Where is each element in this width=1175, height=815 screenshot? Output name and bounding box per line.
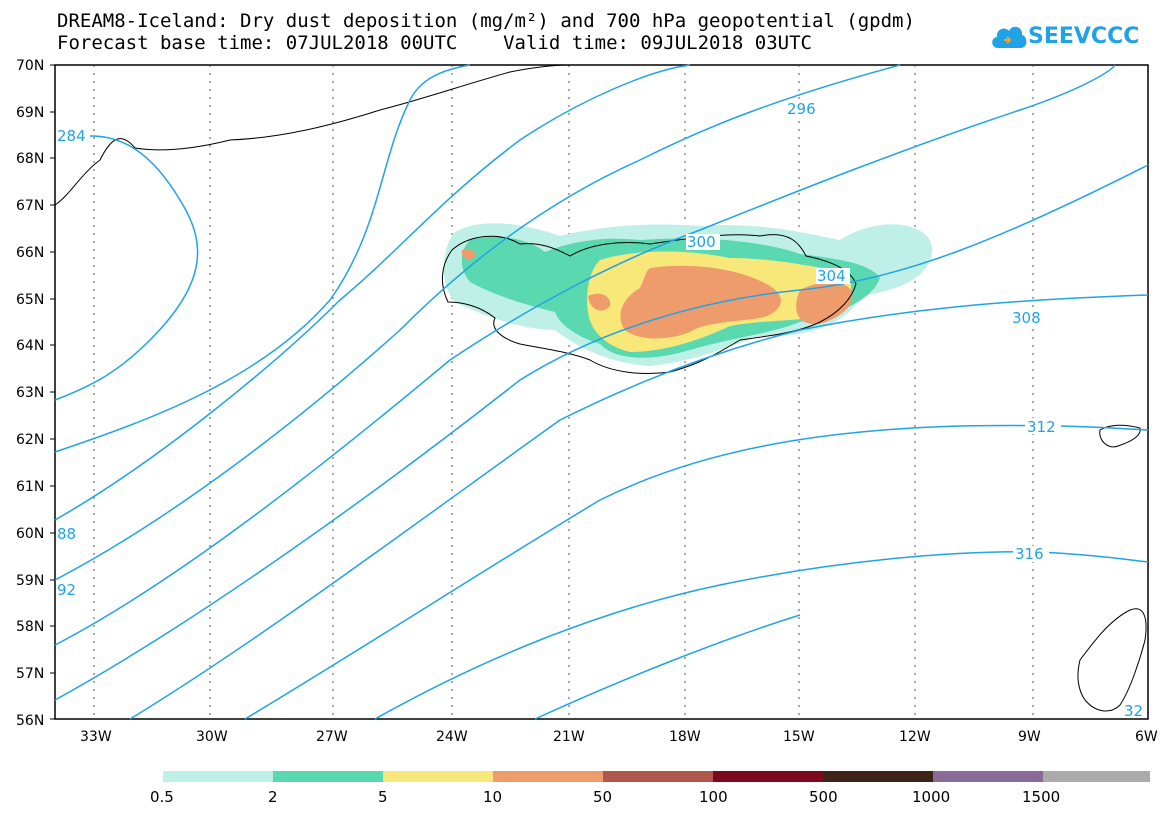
legend-label: 100 — [699, 788, 728, 806]
lat-label: 68N — [16, 151, 44, 167]
lat-label: 59N — [16, 573, 44, 589]
logo-text: SEEVCCC — [1028, 24, 1140, 49]
lon-label: 21W — [553, 729, 585, 745]
contour — [129, 294, 1149, 720]
contour-label: 308 — [1012, 309, 1041, 327]
lat-label: 57N — [16, 666, 44, 682]
legend-swatch — [493, 771, 603, 782]
lon-label: 9W — [1018, 729, 1041, 745]
dust-field — [443, 223, 933, 366]
lat-label: 58N — [16, 619, 44, 635]
legend-swatch — [603, 771, 713, 782]
legend-swatch — [1043, 771, 1150, 782]
lat-label: 69N — [16, 105, 44, 121]
seevccc-logo: SEEVCCC — [990, 18, 1150, 58]
lat-label: 60N — [16, 526, 44, 542]
contour — [54, 164, 1149, 701]
dust-class-10-east — [796, 282, 853, 325]
legend: 0.5 2 5 10 50 100 500 1000 1500 — [150, 771, 1150, 806]
legend-label: 500 — [809, 788, 838, 806]
lat-label: 63N — [16, 385, 44, 401]
dust-class-10-nw — [461, 248, 476, 260]
contour-label: 32 — [1124, 702, 1143, 720]
chart-subtitle: Forecast base time: 07JUL2018 00UTC Vali… — [57, 32, 812, 54]
lat-label: 65N — [16, 292, 44, 308]
coastlines — [54, 64, 1147, 712]
legend-swatch — [823, 771, 933, 782]
contour-label: 284 — [57, 127, 86, 145]
contour — [54, 64, 901, 581]
legend-swatch — [163, 771, 273, 782]
legend-label: 10 — [483, 788, 502, 806]
contour-label: 304 — [817, 267, 846, 285]
lat-label: 70N — [16, 58, 44, 74]
graticule — [93, 65, 1034, 719]
dust-class-10 — [620, 265, 781, 339]
faroe-coast — [1099, 424, 1141, 448]
dust-class-10-west — [588, 293, 611, 311]
map-frame — [54, 64, 1149, 720]
legend-label: 1500 — [1022, 788, 1060, 806]
lon-label: 24W — [436, 729, 468, 745]
legend-swatch — [713, 771, 823, 782]
contour-label: 88 — [57, 525, 76, 543]
contour-284 — [54, 135, 199, 401]
scotland-coast — [1077, 608, 1147, 712]
lat-labels: 70N 69N 68N 67N 66N 65N 64N 63N 62N 61N … — [16, 58, 44, 729]
lat-label: 64N — [16, 338, 44, 354]
lon-label: 30W — [196, 729, 228, 745]
lon-label: 12W — [899, 729, 931, 745]
greenland-coast — [54, 64, 571, 206]
legend-swatch — [273, 771, 383, 782]
lat-label: 62N — [16, 432, 44, 448]
lon-label: 18W — [669, 729, 701, 745]
lon-labels: 33W 30W 27W 24W 21W 18W 15W 12W 9W 6W — [80, 729, 1158, 745]
contour-label: 300 — [687, 233, 716, 251]
legend-label: 2 — [268, 788, 278, 806]
legend-label: 0.5 — [150, 788, 174, 806]
contour — [534, 614, 801, 720]
legend-label: 50 — [593, 788, 612, 806]
cloud-icon — [992, 26, 1027, 48]
lon-label: 6W — [1135, 729, 1158, 745]
legend-swatch — [383, 771, 493, 782]
contour-label: 296 — [787, 100, 816, 118]
contour-label: 316 — [1015, 545, 1044, 563]
lon-label: 33W — [80, 729, 112, 745]
contour — [54, 64, 471, 453]
legend-label: 1000 — [912, 788, 950, 806]
lat-label: 61N — [16, 479, 44, 495]
lon-label: 27W — [316, 729, 348, 745]
contour — [374, 551, 1149, 720]
iceland-coast — [442, 234, 857, 374]
legend-swatch — [933, 771, 1043, 782]
contour-labels: 284 88 92 296 300 304 308 312 316 32 — [56, 100, 1146, 720]
lat-label: 67N — [16, 198, 44, 214]
lat-label: 66N — [16, 245, 44, 261]
contour — [54, 64, 691, 521]
lat-label: 56N — [16, 713, 44, 729]
contour-label: 312 — [1027, 418, 1056, 436]
contour — [54, 64, 1116, 646]
lon-label: 15W — [783, 729, 815, 745]
legend-label: 5 — [378, 788, 388, 806]
chart-title: DREAM8-Iceland: Dry dust deposition (mg/… — [57, 10, 915, 32]
contour-label: 92 — [57, 581, 76, 599]
